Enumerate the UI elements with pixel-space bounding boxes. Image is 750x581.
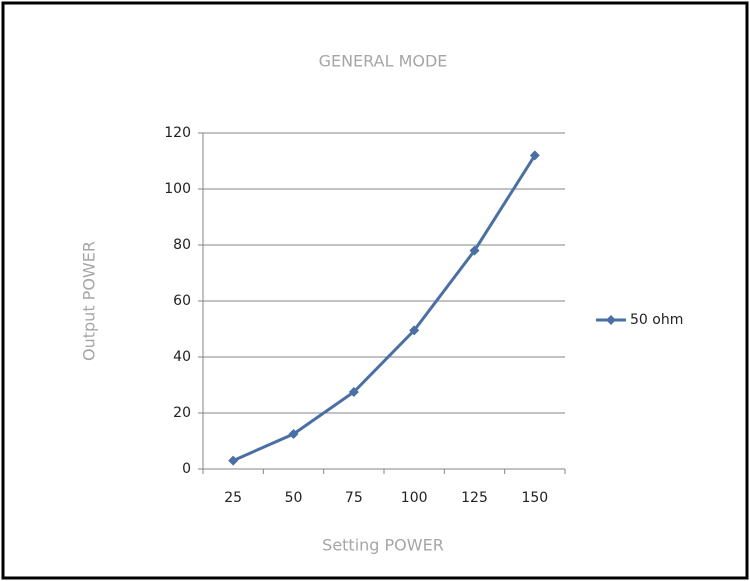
point: [348, 387, 359, 397]
point: [288, 429, 299, 439]
x-tick-label: 25: [224, 490, 242, 506]
y-tick-label: 100: [164, 181, 191, 197]
y-axis-label: Output POWER: [80, 241, 99, 361]
y-tick-label: 40: [173, 349, 191, 365]
y-tick-label: 80: [173, 237, 191, 253]
y-tick-label: 120: [164, 125, 191, 141]
point: [469, 245, 480, 256]
legend-label: 50 ohm: [630, 312, 683, 328]
line: [232, 154, 537, 462]
legend-marker: [606, 315, 616, 325]
chart-title: GENERAL MODE: [319, 52, 448, 71]
x-tick-label: 100: [401, 490, 428, 506]
point: [228, 455, 239, 466]
x-tick-label: 125: [461, 490, 488, 506]
point: [409, 325, 420, 336]
y-tick-label: 0: [182, 461, 191, 477]
x-axis-label: Setting POWER: [322, 536, 444, 555]
x-tick-label: 75: [345, 490, 363, 506]
x-tick-label: 50: [285, 490, 303, 506]
y-tick-label: 60: [173, 293, 191, 309]
y-tick-label: 20: [173, 405, 191, 421]
x-tick-label: 150: [521, 490, 548, 506]
point: [529, 150, 540, 161]
